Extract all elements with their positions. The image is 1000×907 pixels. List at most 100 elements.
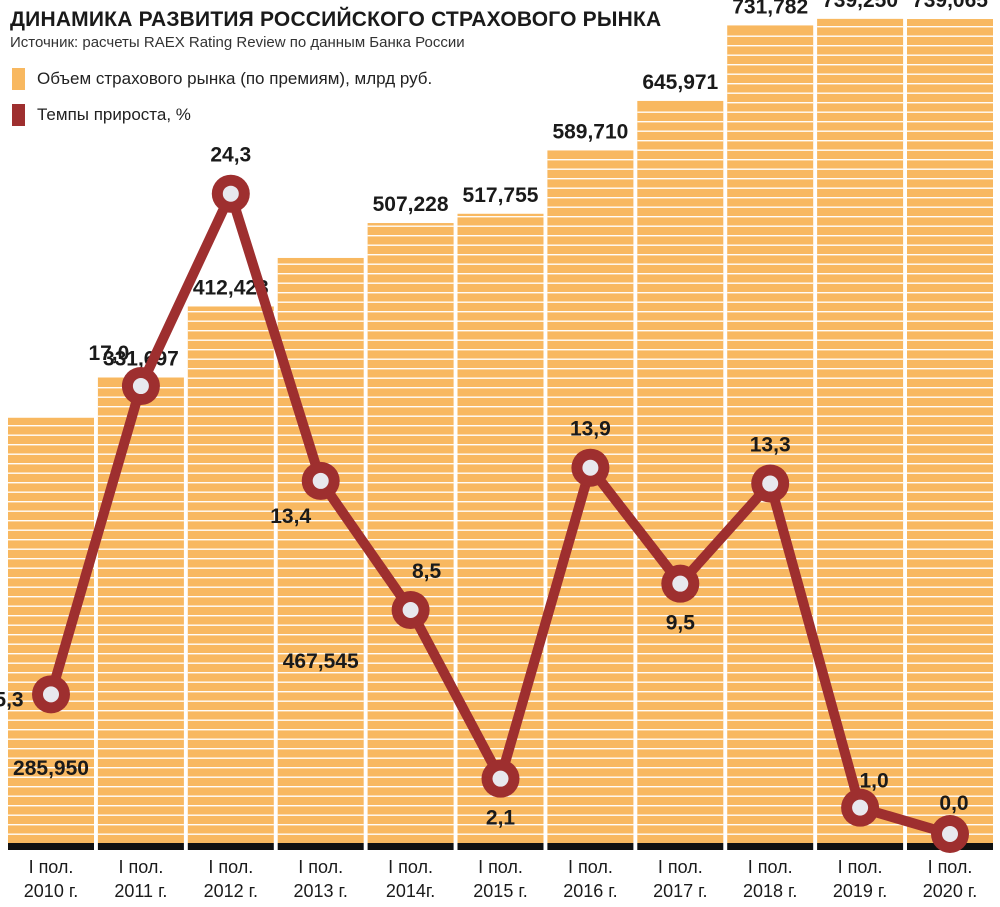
x-tick-label-10-1: 2020 г.: [923, 881, 977, 901]
growth-value-label-5: 2,1: [486, 807, 516, 830]
bar-stripe: [637, 719, 724, 721]
bar-stripe: [907, 292, 993, 294]
bar-stripe: [817, 415, 904, 417]
bar-stripe: [637, 463, 724, 465]
growth-value-label-10: 0,0: [939, 792, 968, 815]
x-axis-gap: [363, 843, 368, 850]
bar-stripe: [547, 358, 634, 360]
bar-stripe: [637, 653, 724, 655]
bar-stripe: [457, 320, 544, 322]
bar-stripe: [727, 719, 814, 721]
bar-stripe: [187, 349, 274, 351]
bar-stripe: [187, 463, 274, 465]
bar-stripe: [277, 301, 364, 303]
bar-stripe: [547, 168, 634, 170]
bar-stripe: [547, 491, 634, 493]
bar-stripe: [457, 349, 544, 351]
bar-stripe: [187, 558, 274, 560]
bar-stripe: [727, 320, 814, 322]
x-tick-label-1-0: I пол.: [118, 857, 163, 877]
bar-stripe: [277, 634, 364, 636]
bar-stripe: [907, 130, 993, 132]
bar-stripe: [637, 624, 724, 626]
bar-stripe: [727, 263, 814, 265]
bar-stripe: [277, 434, 364, 436]
bar-stripe: [277, 558, 364, 560]
x-axis-gap: [273, 843, 278, 850]
bar-stripe: [727, 700, 814, 702]
bar-1: [97, 377, 184, 843]
bar-stripe: [637, 548, 724, 550]
bar-stripe: [817, 292, 904, 294]
bar-stripe: [817, 510, 904, 512]
bar-stripe: [187, 358, 274, 360]
bar-stripe: [97, 738, 184, 740]
bar-stripe: [907, 586, 993, 588]
bar-stripe: [907, 140, 993, 142]
bar-stripe: [817, 263, 904, 265]
bar-stripe: [547, 301, 634, 303]
bar-stripe: [907, 482, 993, 484]
bar-stripe: [97, 510, 184, 512]
bar-stripe: [97, 415, 184, 417]
bar-stripe: [547, 263, 634, 265]
bar-stripe: [637, 691, 724, 693]
bar-0: [8, 417, 94, 843]
bar-stripe: [817, 491, 904, 493]
bar-stripe: [637, 786, 724, 788]
line-markers: [32, 174, 969, 853]
bar-stripe: [727, 814, 814, 816]
bar-stripe: [277, 596, 364, 598]
bar-stripe: [907, 73, 993, 75]
bar-stripe: [457, 396, 544, 398]
growth-value-label-4: 8,5: [412, 560, 442, 583]
bar-stripe: [187, 444, 274, 446]
bar-stripe: [277, 529, 364, 531]
bar-stripe: [907, 273, 993, 275]
bar-stripe: [907, 453, 993, 455]
bar-stripe: [547, 719, 634, 721]
bar-stripe: [637, 149, 724, 151]
bar-stripe: [277, 339, 364, 341]
bar-stripe: [277, 387, 364, 389]
bar-stripe: [8, 482, 94, 484]
bar-stripe: [97, 529, 184, 531]
bar-stripe: [457, 406, 544, 408]
growth-marker-center-4: [402, 602, 419, 619]
bar-stripe: [907, 757, 993, 759]
bar-stripe: [637, 292, 724, 294]
bar-stripe: [547, 596, 634, 598]
bar-stripe: [367, 577, 454, 579]
bar-stripe: [457, 244, 544, 246]
bar-stripe: [727, 662, 814, 664]
x-tick-label-5-1: 2015 г.: [473, 881, 527, 901]
bar-stripe: [547, 320, 634, 322]
bar-stripe: [907, 539, 993, 541]
bar-stripe: [187, 539, 274, 541]
bar-stripe: [457, 301, 544, 303]
bar-stripe: [907, 444, 993, 446]
bar-stripe: [277, 282, 364, 284]
bar-stripe: [277, 729, 364, 731]
bar-stripe: [277, 738, 364, 740]
bar-stripe: [547, 729, 634, 731]
bar-stripe: [277, 567, 364, 569]
bar-stripe: [367, 653, 454, 655]
bar-stripe: [367, 719, 454, 721]
bar-stripe: [547, 368, 634, 370]
bar-stripe: [8, 748, 94, 750]
bar-stripe: [547, 738, 634, 740]
bar-stripe: [817, 558, 904, 560]
bar-stripe: [367, 368, 454, 370]
bar-3: [277, 257, 364, 843]
bar-stripe: [637, 130, 724, 132]
bar-stripe: [817, 615, 904, 617]
bar-stripe: [97, 548, 184, 550]
bar-stripe: [187, 605, 274, 607]
bar-stripe: [547, 700, 634, 702]
bar-stripe: [727, 520, 814, 522]
bar-stripe: [727, 377, 814, 379]
growth-value-label-3: 13,4: [270, 505, 311, 528]
bar-stripe: [277, 615, 364, 617]
bar-stripe: [727, 710, 814, 712]
